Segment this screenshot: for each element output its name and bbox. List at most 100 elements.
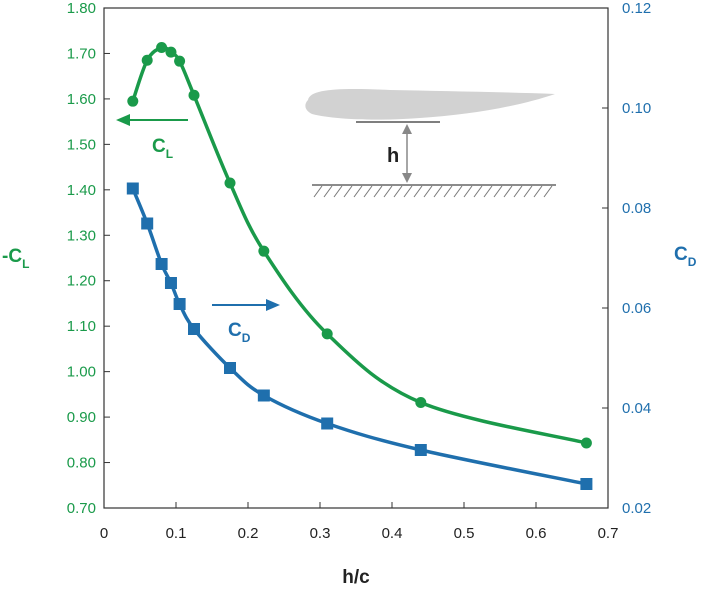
cd-annotation-label: CD [228, 320, 251, 345]
cd-annotation: CD [212, 299, 280, 345]
left-tick-label: 1.10 [67, 318, 96, 335]
right-axis-label-sub: D [688, 255, 697, 269]
left-axis-label-main: -C [2, 246, 22, 267]
hatch-mark [333, 185, 343, 198]
cd-data-point [173, 298, 186, 310]
ground-effect-inset: h [305, 89, 556, 198]
left-tick-label: 1.70 [67, 45, 96, 62]
hatch-mark [403, 185, 413, 198]
cl-data-point [321, 328, 333, 340]
hatch-mark [383, 185, 393, 198]
hatch-mark [473, 185, 483, 198]
left-tick-label: 1.50 [67, 136, 96, 153]
hatch-mark [513, 185, 523, 198]
hatch-mark [373, 185, 383, 198]
cl-annotation-sub: L [166, 147, 173, 161]
right-axis-ticks: 0.02 0.04 0.06 0.08 0.10 0.12 [602, 0, 651, 517]
x-tick-label: 0.1 [166, 525, 187, 542]
cd-data-point [580, 478, 593, 490]
x-tick-label: 0.6 [526, 525, 547, 542]
series-layer [126, 42, 593, 490]
cl-data-point [141, 54, 153, 66]
left-axis-label-sub: L [22, 257, 29, 271]
hatch-mark [393, 185, 403, 198]
left-tick-label: 0.70 [67, 500, 96, 517]
x-tick-label: 0.5 [454, 525, 475, 542]
cd-data-point [257, 389, 270, 402]
right-tick-label: 0.12 [622, 0, 651, 17]
cd-data-point [224, 362, 236, 374]
hatch-mark [453, 185, 463, 198]
left-tick-label: 1.30 [67, 227, 96, 244]
hatch-mark [313, 185, 323, 198]
x-tick-label: 0.2 [238, 525, 259, 542]
left-tick-label: 1.00 [67, 364, 96, 381]
ground-hatch [313, 185, 553, 198]
cd-annotation-sub: D [242, 331, 251, 345]
right-axis-label-main: C [674, 244, 688, 265]
cd-data-point [414, 444, 427, 456]
cl-data-point [174, 55, 186, 67]
plot-frame [103, 7, 609, 509]
right-tick-label: 0.06 [622, 300, 651, 317]
height-arrow-top-head [402, 124, 412, 134]
cd-data-point [155, 258, 168, 270]
right-tick-label: 0.10 [622, 100, 651, 117]
hatch-mark [343, 185, 353, 198]
hatch-mark [483, 185, 493, 198]
cd-annotation-main: C [228, 320, 242, 341]
cl-annotation-label: CL [152, 136, 173, 161]
hatch-mark [413, 185, 423, 198]
hatch-mark [543, 185, 553, 198]
left-tick-label: 0.80 [67, 455, 96, 472]
left-tick-label: 1.60 [67, 91, 96, 108]
cl-data-point [415, 397, 427, 409]
x-tick-label: 0.7 [598, 525, 619, 542]
left-axis-ticks: 0.70 0.80 0.90 1.00 1.10 1.20 1.30 1.40 1.50 1.60… [67, 0, 110, 517]
left-tick-label: 1.20 [67, 273, 96, 290]
cd-data-point [321, 417, 334, 430]
cl-data-point [165, 46, 177, 58]
left-tick-label: 1.80 [67, 0, 96, 17]
hatch-mark [493, 185, 503, 198]
hatch-mark [463, 185, 473, 198]
cl-data-point [188, 89, 200, 101]
hatch-mark [323, 185, 333, 198]
hatch-mark [523, 185, 533, 198]
right-tick-label: 0.08 [622, 200, 651, 217]
cl-arrow-head [116, 114, 130, 126]
x-axis-ticks: 0 0.1 0.2 0.3 0.4 0.5 0.6 0.7 [100, 502, 619, 542]
cd-arrow-head [266, 299, 280, 311]
cl-data-point [156, 42, 168, 54]
hatch-mark [363, 185, 373, 198]
cd-data-point [141, 217, 154, 230]
hatch-mark [353, 185, 363, 198]
x-tick-label: 0.4 [382, 525, 403, 542]
hatch-mark [423, 185, 433, 198]
right-tick-label: 0.04 [622, 400, 651, 417]
cl-data-point [580, 437, 592, 449]
cl-data-point [127, 95, 139, 107]
left-tick-label: 0.90 [67, 409, 96, 426]
hatch-mark [443, 185, 453, 198]
height-label: h [387, 145, 399, 167]
cd-data-point [188, 323, 200, 335]
hatch-mark [433, 185, 443, 198]
right-axis-label: CD [674, 244, 697, 269]
hatch-mark [503, 185, 513, 198]
x-tick-label: 0.3 [310, 525, 331, 542]
x-tick-label: 0 [100, 525, 108, 542]
x-axis-label: h/c [342, 567, 370, 588]
cd-series-line [131, 186, 589, 486]
left-axis-label: -CL [2, 246, 29, 271]
cl-annotation: CL [116, 114, 188, 161]
airfoil-shape [305, 89, 555, 120]
left-tick-label: 1.40 [67, 182, 96, 199]
cl-annotation-main: C [152, 136, 166, 157]
hatch-mark [533, 185, 543, 198]
cl-data-point [258, 245, 270, 257]
right-tick-label: 0.02 [622, 500, 651, 517]
cd-data-point [164, 277, 177, 289]
cl-data-point [224, 177, 236, 189]
